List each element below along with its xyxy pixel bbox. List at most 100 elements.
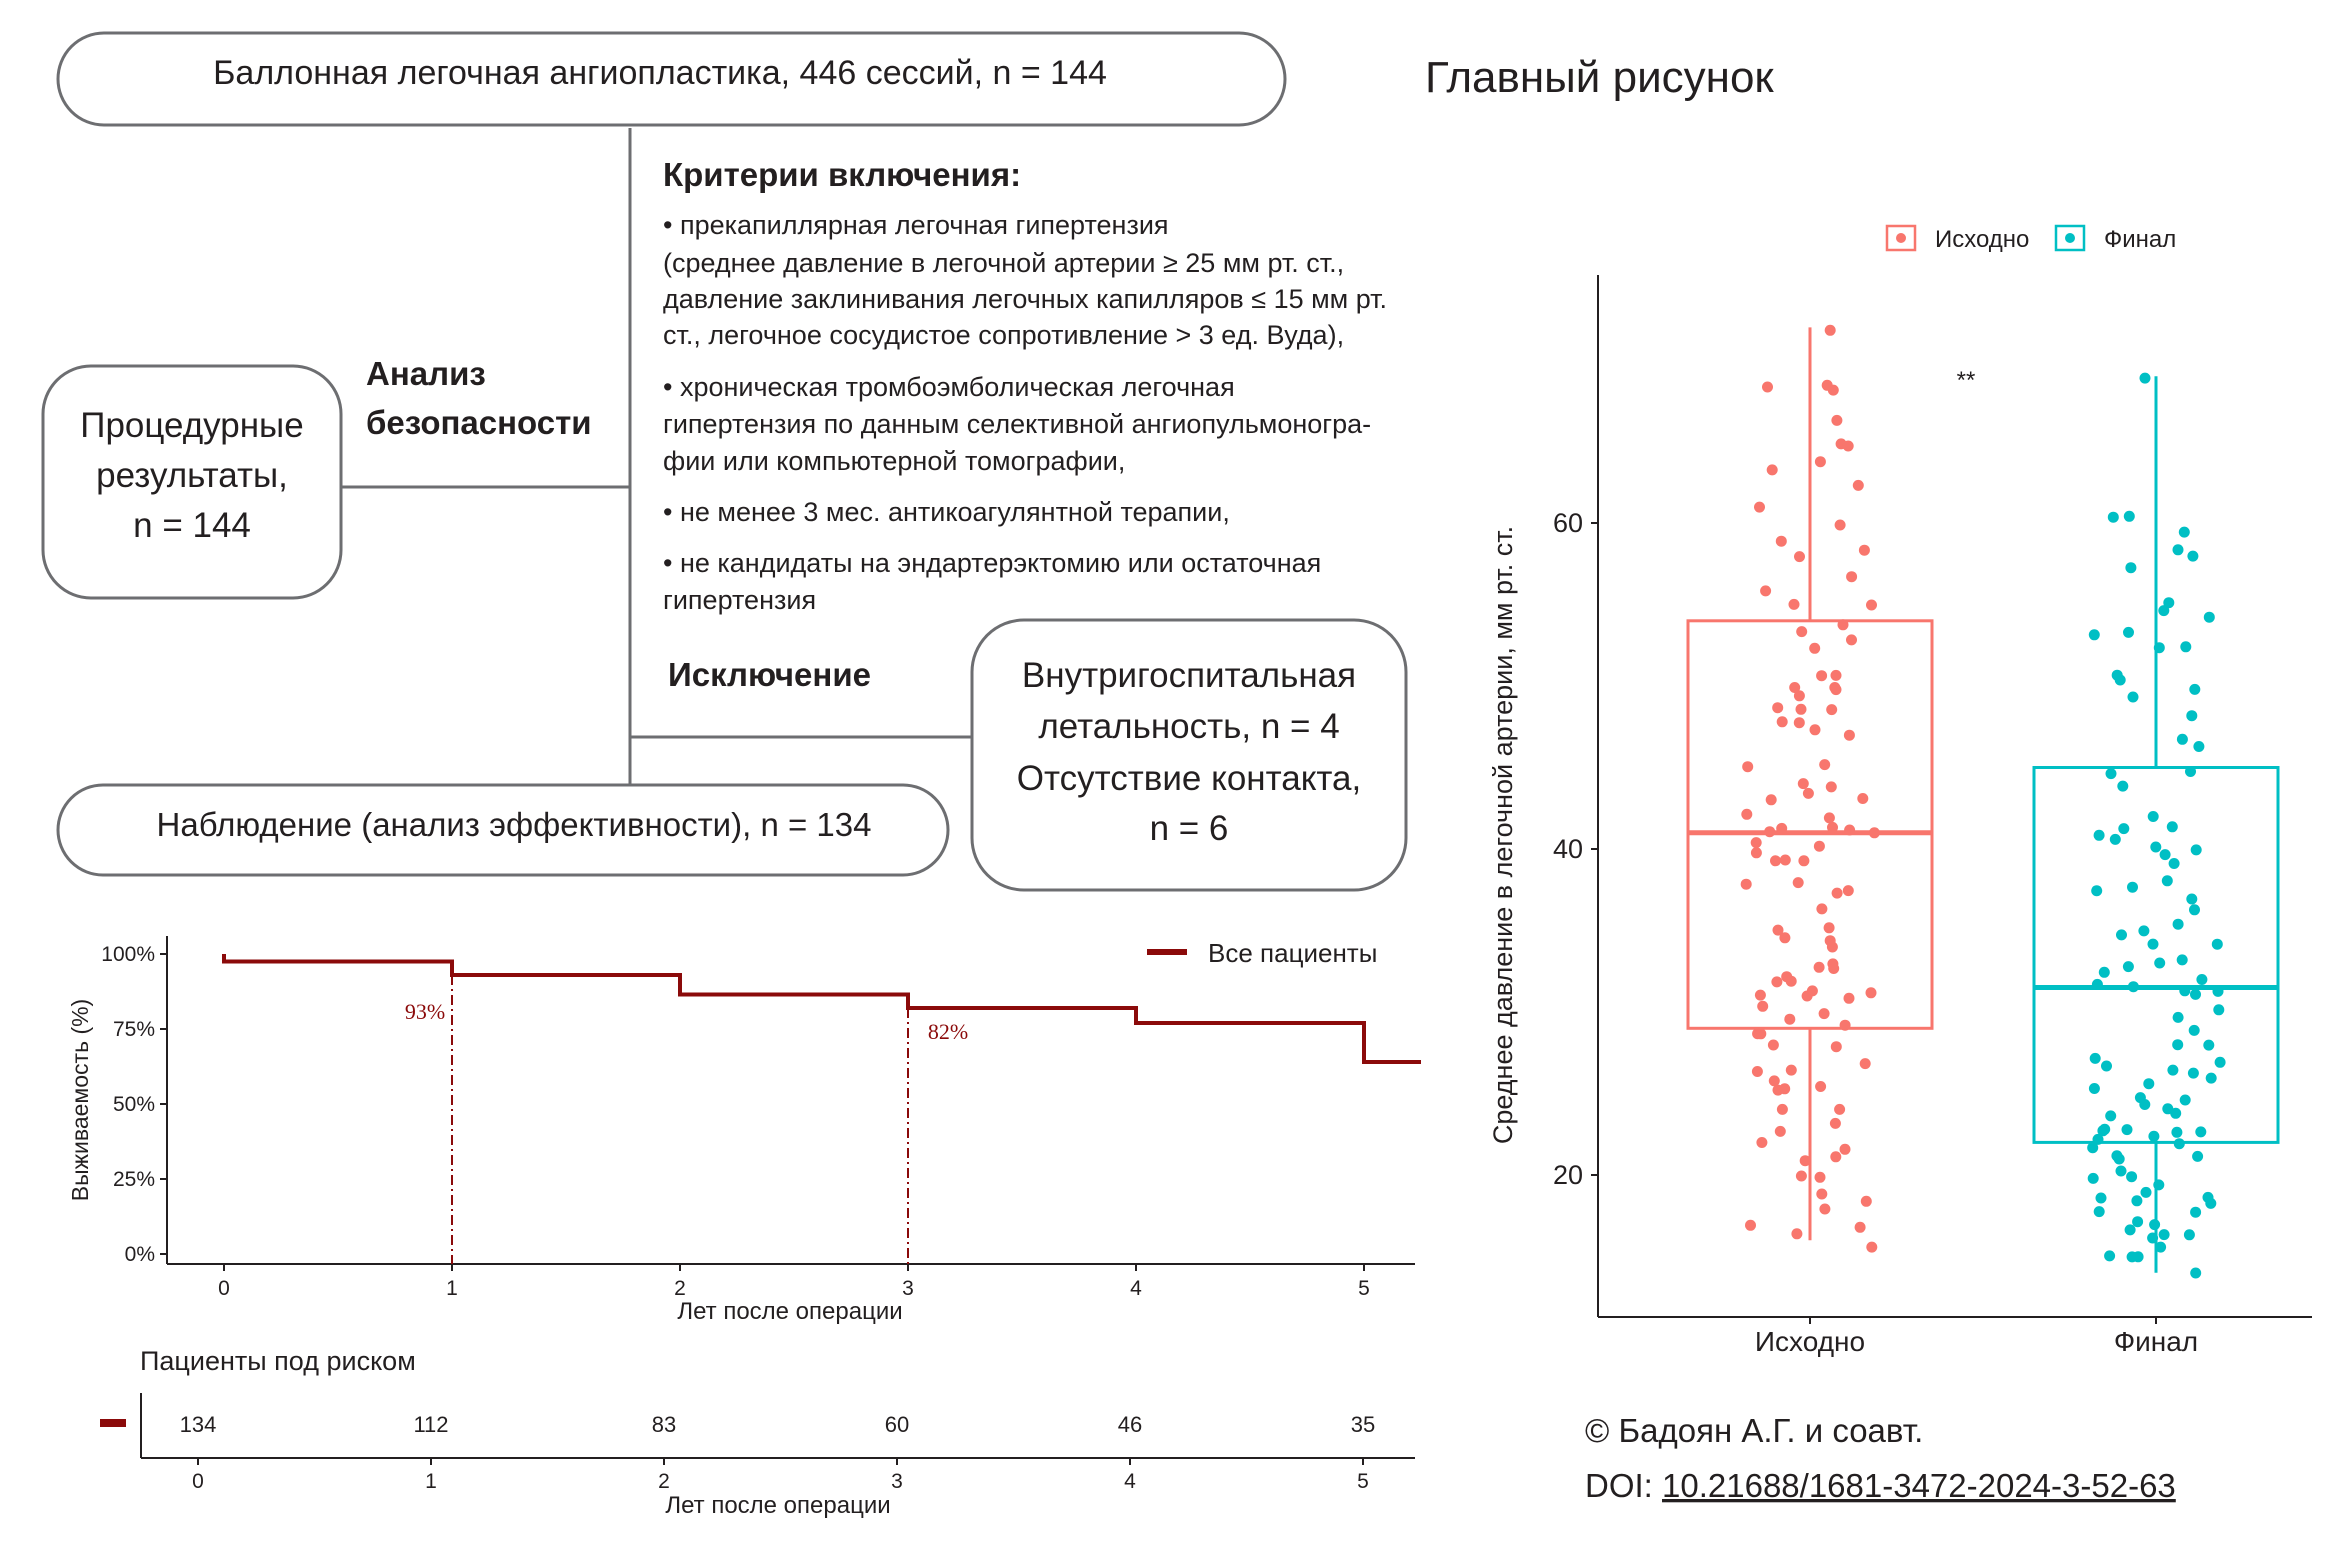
risk-x-tick-label: 1 bbox=[425, 1470, 437, 1493]
data-point bbox=[1815, 1081, 1827, 1092]
criteria-title: Критерии включения: bbox=[663, 156, 1021, 193]
km-y-tick-label: 100% bbox=[101, 943, 155, 966]
data-point bbox=[2105, 1110, 2117, 1122]
km-survival-line bbox=[222, 954, 1421, 1064]
data-point bbox=[2178, 526, 2190, 538]
data-point bbox=[1837, 619, 1849, 631]
data-point bbox=[1824, 324, 1836, 336]
data-point bbox=[1793, 717, 1805, 729]
data-point bbox=[1798, 855, 1810, 867]
data-point bbox=[1816, 670, 1828, 682]
data-point bbox=[2140, 1186, 2152, 1198]
data-point bbox=[1776, 822, 1788, 834]
data-point bbox=[2176, 733, 2188, 745]
data-point bbox=[2158, 605, 2170, 617]
data-point bbox=[2189, 904, 2200, 916]
risk-x-tick-label: 5 bbox=[1357, 1470, 1369, 1493]
data-point bbox=[2147, 811, 2159, 822]
data-point bbox=[2122, 961, 2134, 973]
data-point bbox=[1860, 1195, 1872, 1207]
risk-value: 60 bbox=[885, 1412, 909, 1437]
data-point bbox=[1762, 381, 1773, 393]
data-point bbox=[1760, 585, 1772, 597]
data-point bbox=[1823, 922, 1835, 934]
legend-baseline-label: Исходно bbox=[1935, 226, 2029, 253]
data-point bbox=[2115, 1165, 2127, 1177]
data-point bbox=[2173, 1138, 2185, 1150]
data-point bbox=[2196, 974, 2208, 985]
data-point bbox=[1824, 935, 1836, 947]
left-box-line-2: результаты, bbox=[96, 456, 288, 495]
data-point bbox=[2214, 1056, 2226, 1068]
credit-doi: DOI: 10.21688/1681-3472-2024-3-52-63 bbox=[1585, 1467, 2176, 1504]
data-point bbox=[2176, 954, 2188, 966]
km-y-tick-label: 75% bbox=[113, 1018, 155, 1041]
criteria-line: ст., легочное сосудистое сопротивление >… bbox=[663, 320, 1344, 350]
km-legend-label: Все пациенты bbox=[1208, 938, 1377, 968]
data-point bbox=[2116, 929, 2127, 941]
risk-value: 35 bbox=[1351, 1412, 1375, 1437]
doi-prefix: DOI: bbox=[1585, 1467, 1662, 1504]
data-point bbox=[2126, 1251, 2138, 1263]
data-point bbox=[1857, 793, 1869, 804]
risk-table-title: Пациенты под риском bbox=[140, 1346, 416, 1376]
bp-y-tick-label: 60 bbox=[1553, 508, 1583, 538]
data-point bbox=[1795, 1170, 1807, 1182]
data-point bbox=[2150, 841, 2162, 853]
km-y-label: Выживаемость (%) bbox=[67, 999, 93, 1201]
bottom-box bbox=[56, 783, 950, 877]
km-annotation-3yr: 82% bbox=[928, 1019, 968, 1044]
data-point bbox=[2161, 875, 2173, 887]
data-point bbox=[1818, 1008, 1830, 1020]
bp-y-tick-label: 20 bbox=[1553, 1160, 1583, 1190]
exclusion-label: Исключение bbox=[668, 656, 871, 693]
data-point bbox=[1779, 1083, 1791, 1095]
data-point bbox=[2179, 1094, 2191, 1106]
risk-value: 46 bbox=[1118, 1412, 1142, 1437]
data-point bbox=[1831, 414, 1843, 426]
risk-legend-mark bbox=[100, 1419, 126, 1427]
data-point bbox=[2190, 844, 2202, 856]
legend-final-key bbox=[2054, 224, 2086, 252]
data-point bbox=[2183, 1229, 2195, 1241]
risk-value: 83 bbox=[652, 1412, 676, 1437]
data-point bbox=[1757, 1000, 1769, 1012]
data-point bbox=[2109, 833, 2121, 845]
data-point bbox=[2186, 710, 2198, 722]
data-point bbox=[2172, 1011, 2184, 1023]
bp-x-tick-label: Исходно bbox=[1755, 1326, 1865, 1357]
data-point bbox=[2187, 1067, 2199, 1079]
data-point bbox=[1813, 840, 1825, 852]
data-point bbox=[1755, 1028, 1767, 1040]
km-x-tick-label: 0 bbox=[218, 1277, 230, 1300]
data-point bbox=[1854, 1221, 1866, 1233]
data-point bbox=[2132, 1216, 2144, 1228]
data-point bbox=[2104, 1250, 2116, 1262]
data-point bbox=[1830, 1151, 1842, 1163]
iqr-box bbox=[2032, 766, 2280, 1144]
km-annotation-1yr: 93% bbox=[405, 999, 445, 1024]
criteria-line: давление заклинивания легочных капилляро… bbox=[663, 284, 1387, 314]
data-point bbox=[2093, 829, 2105, 841]
doi-link[interactable]: 10.21688/1681-3472-2024-3-52-63 bbox=[1662, 1467, 2176, 1504]
data-point bbox=[1827, 821, 1838, 833]
significance-mark: ** bbox=[1957, 367, 1976, 394]
km-x-tick-label: 4 bbox=[1130, 1277, 1142, 1300]
data-point bbox=[2147, 938, 2159, 950]
data-point bbox=[2195, 1126, 2207, 1138]
data-point bbox=[2148, 1130, 2160, 1142]
credit-authors: © Бадоян А.Г. и соавт. bbox=[1585, 1412, 1923, 1449]
data-point bbox=[1779, 854, 1791, 866]
left-box bbox=[41, 364, 343, 600]
data-point bbox=[2162, 1103, 2174, 1115]
data-point bbox=[1792, 877, 1804, 889]
data-point bbox=[2193, 741, 2205, 752]
data-point bbox=[2101, 1060, 2112, 1072]
data-point bbox=[2127, 881, 2138, 893]
data-point bbox=[2172, 544, 2184, 556]
data-point bbox=[1814, 456, 1826, 468]
data-point bbox=[2172, 1039, 2184, 1051]
data-point bbox=[1767, 1039, 1779, 1051]
data-point bbox=[1754, 501, 1765, 513]
bp-y-tick-label: 40 bbox=[1553, 834, 1583, 864]
